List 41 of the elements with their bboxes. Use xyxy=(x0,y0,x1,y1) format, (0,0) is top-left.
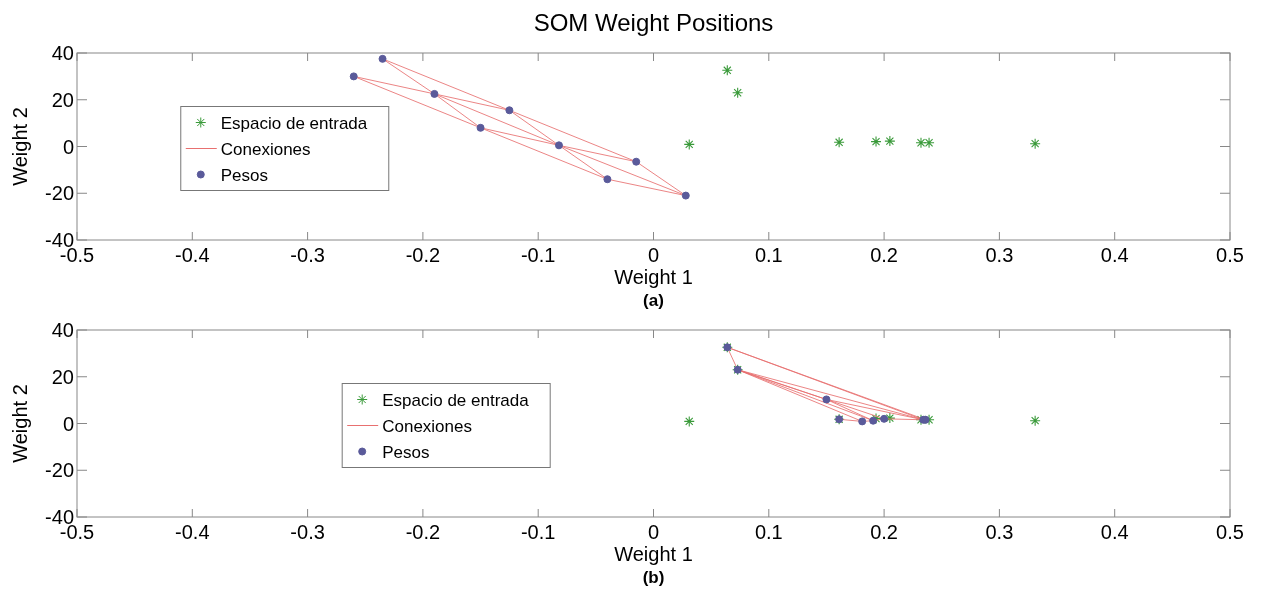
text: (b) xyxy=(642,568,665,587)
x-tick-label: 0.2 xyxy=(870,521,899,543)
y-tick-label: 20 xyxy=(51,365,74,388)
legend-label: Pesos xyxy=(220,165,269,185)
legend-label: Espacio de entrada xyxy=(220,113,368,133)
x-tick-label: -0.4 xyxy=(175,244,210,266)
legend-label: Pesos xyxy=(382,442,430,462)
x-axis-title: Weight 1 xyxy=(614,266,693,288)
x-tick-label: -0.1 xyxy=(520,244,556,266)
legend-label: Conexiones xyxy=(220,139,311,159)
x-tick-label: 0.2 xyxy=(870,244,899,266)
y-axis-title: Weight 2 xyxy=(9,384,31,463)
x-axis-title: Weight 1 xyxy=(614,543,693,565)
x-tick-label: 0.4 xyxy=(1100,521,1129,543)
x-tick-label: 0.1 xyxy=(754,521,783,543)
x-tick-label: 0.5 xyxy=(1216,521,1244,543)
x-tick-label: -0.3 xyxy=(290,521,325,543)
y-tick-label: 40 xyxy=(51,42,74,64)
y-tick-label: 0 xyxy=(62,412,74,435)
x-tick-label: 0.4 xyxy=(1100,244,1129,266)
x-tick-label: 0.3 xyxy=(985,244,1014,266)
y-tick-label: -20 xyxy=(45,459,74,482)
y-tick-label: 0 xyxy=(62,135,74,158)
y-tick-label: -20 xyxy=(45,182,74,205)
x-tick-label: 0.1 xyxy=(754,244,783,266)
y-tick-label: 20 xyxy=(51,88,74,111)
text: (a) xyxy=(643,291,664,310)
x-tick-label: -0.4 xyxy=(175,521,210,543)
chart-title: SOM Weight Positions xyxy=(533,9,774,36)
x-tick-label: -0.2 xyxy=(405,244,441,266)
x-tick-label: -0.2 xyxy=(405,521,441,543)
x-tick-label: -0.1 xyxy=(520,521,556,543)
y-axis-title: Weight 2 xyxy=(9,107,31,186)
x-tick-label: 0 xyxy=(647,521,660,543)
x-tick-label: 0.3 xyxy=(985,521,1014,543)
y-tick-label: 40 xyxy=(51,319,74,341)
x-tick-label: 0.5 xyxy=(1216,244,1244,266)
legend-label: Espacio de entrada xyxy=(382,390,530,410)
x-tick-label: -0.3 xyxy=(290,244,325,266)
x-tick-label: 0 xyxy=(647,244,660,266)
legend-label: Conexiones xyxy=(382,416,472,436)
